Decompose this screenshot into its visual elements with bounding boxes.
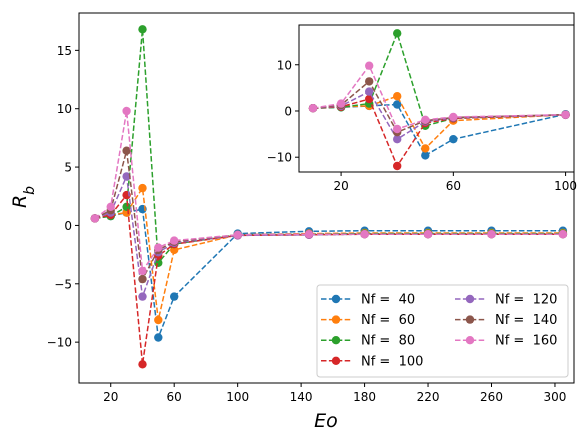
main-data-point (122, 106, 131, 116)
legend-label: Nf = 160 (495, 334, 557, 349)
legend-label: Nf = 100 (361, 354, 423, 369)
main-x-tick-label: 140 (290, 390, 313, 404)
legend-swatch-marker (465, 336, 475, 345)
inset-y-tick-label: 0 (284, 104, 292, 118)
legend-swatch-marker (331, 336, 341, 345)
inset-data-point (393, 161, 402, 171)
main-data-point (138, 360, 147, 369)
inset-data-point (308, 104, 318, 113)
main-data-point (138, 274, 147, 284)
legend-label: Nf = 80 (361, 334, 415, 349)
main-x-tick-label: 180 (353, 390, 376, 404)
main-data-point (122, 146, 131, 155)
legend-item: Nf = 80 (321, 334, 415, 349)
inset-data-point (336, 99, 346, 108)
main-data-point (154, 333, 163, 342)
inset-data-point (449, 112, 458, 122)
main-data-point (138, 25, 147, 34)
inset-data-point (393, 135, 402, 144)
main-data-point (90, 214, 100, 223)
main-series-7 (90, 106, 568, 276)
legend-frame (316, 284, 569, 378)
main-x-tick-label: 300 (544, 390, 567, 404)
inset-data-point (421, 115, 430, 125)
main-y-tick-label: −10 (47, 336, 72, 350)
legend: Nf = 40 Nf = 60 Nf = 80 Nf = 100 Nf = 120 Nf … (316, 284, 569, 378)
main-data-point (154, 243, 163, 252)
inset-data-point (365, 87, 374, 96)
main-data-point (558, 230, 568, 239)
main-data-point (360, 230, 369, 239)
main-y-tick-label: 0 (64, 219, 72, 233)
main-data-point (170, 292, 179, 301)
legend-label: Nf = 120 (495, 293, 557, 308)
inset-data-point (449, 135, 458, 144)
legend-swatch-marker (331, 315, 341, 324)
legend-swatch-marker (465, 315, 475, 324)
y-axis-label: Rb (9, 186, 38, 208)
main-x-tick-label: 260 (480, 390, 503, 404)
legend-label: Nf = 40 (361, 293, 415, 308)
main-series-line (94, 110, 563, 274)
inset-data-point (393, 100, 402, 109)
inset-data-point (421, 144, 430, 153)
legend-item: Nf = 140 (455, 313, 557, 328)
inset-data-point (393, 29, 402, 38)
x-axis-label: Eo (314, 410, 338, 432)
inset-x-tick-label: 20 (333, 179, 348, 193)
legend-swatch-marker (331, 356, 341, 365)
main-data-point (122, 172, 131, 181)
main-data-point (233, 230, 242, 239)
legend-item: Nf = 160 (455, 334, 557, 349)
inset-data-point (365, 77, 374, 86)
main-data-point (154, 258, 163, 267)
main-x-tick-label: 220 (417, 390, 440, 404)
main-data-point (138, 292, 147, 301)
main-y-tick-label: 10 (57, 102, 72, 116)
main-data-point (487, 230, 496, 239)
inset-y-tick-label: −10 (267, 151, 292, 165)
inset-x-tick-label: 100 (554, 179, 577, 193)
legend-swatch-marker (465, 294, 475, 304)
inset-series-7 (308, 61, 570, 134)
main-data-point (138, 266, 147, 276)
legend-swatch-marker (331, 294, 341, 304)
main-x-tick-label: 60 (167, 390, 182, 404)
main-y-tick-label: −5 (54, 277, 72, 291)
main-data-point (122, 202, 131, 211)
legend-item: Nf = 40 (321, 293, 415, 308)
inset-data-point (365, 61, 374, 70)
inset-background (299, 25, 574, 172)
inset-data-point (393, 124, 402, 134)
inset-data-point (365, 94, 374, 104)
inset-frame (298, 24, 575, 173)
main-y-tick-label: 15 (57, 44, 72, 58)
inset-y-tick-label: 10 (277, 58, 292, 72)
main-frame (78, 12, 575, 384)
legend-item: Nf = 120 (455, 293, 557, 308)
main-x-tick-label: 100 (226, 390, 249, 404)
main-data-point (154, 315, 163, 325)
legend-item: Nf = 60 (321, 313, 415, 328)
legend-item: Nf = 100 (321, 354, 423, 369)
main-data-point (138, 183, 147, 193)
main-y-tick-label: 5 (64, 161, 72, 175)
inset-x-tick-label: 60 (446, 179, 461, 193)
inset-data-point (421, 151, 430, 160)
main-x-tick-label: 20 (103, 390, 118, 404)
main-data-point (170, 236, 179, 245)
main-data-point (423, 230, 433, 239)
inset-data-point (561, 110, 570, 119)
main-data-point (106, 202, 115, 211)
legend-label: Nf = 60 (361, 313, 415, 328)
main-data-point (170, 245, 179, 255)
legend-label: Nf = 140 (495, 313, 557, 328)
inset-plot-area: 20 60 100 −10 0 10 (267, 24, 577, 193)
inset-data-point (393, 92, 402, 101)
main-data-point (304, 230, 314, 239)
